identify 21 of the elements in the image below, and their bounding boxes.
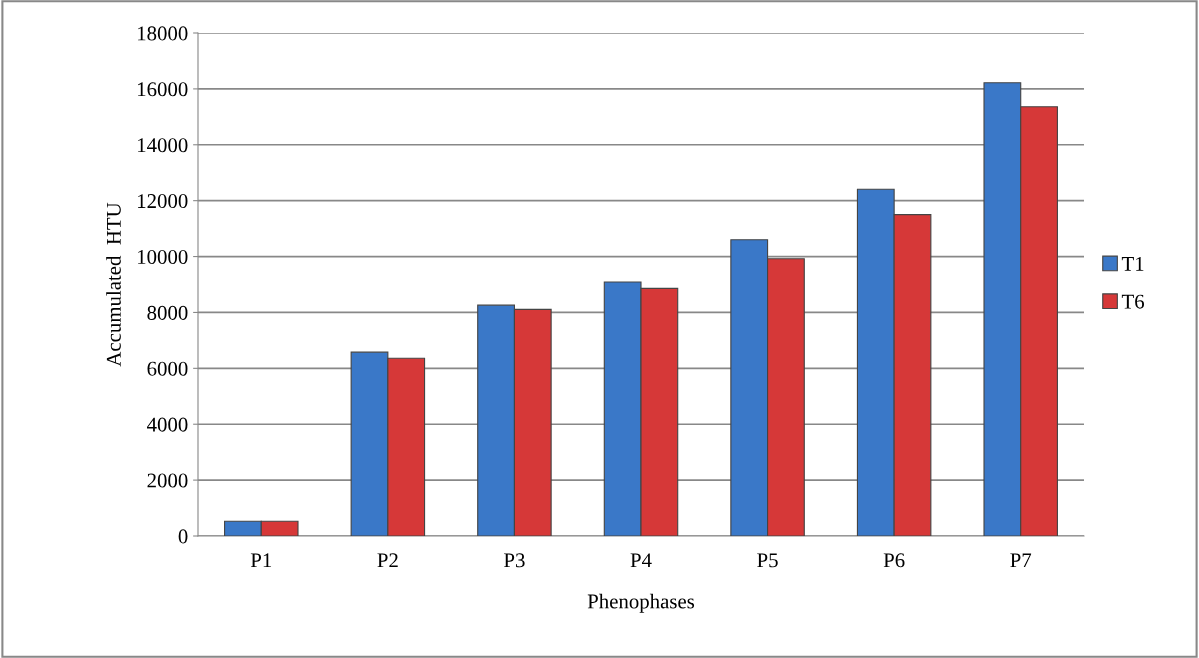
legend-label: T6 [1121,294,1145,309]
y-tick-label: 4000 [147,417,188,432]
x-tick-label: P3 [504,553,525,568]
y-tick-label: 6000 [147,361,188,376]
y-tick-label: 14000 [138,138,188,153]
y-tick-label: 2000 [147,473,188,488]
y-tick-label: 10000 [138,249,188,264]
y-axis-title: Accumulated HTU [106,202,121,367]
x-tick-label: P6 [883,553,905,568]
x-tick-label: P1 [250,553,272,568]
y-tick-label: 8000 [147,305,188,320]
y-tick-label: 12000 [138,194,188,209]
x-axis-title: Phenophases [587,593,695,613]
x-tick-label: P2 [377,553,398,568]
y-tick-label: 16000 [138,82,188,97]
legend-label: T1 [1121,256,1144,271]
x-tick-label: P4 [630,553,652,568]
x-tick-label: P5 [757,553,778,568]
y-tick-label: 0 [178,529,188,544]
x-tick-label: P7 [1010,553,1032,568]
y-tick-label: 18000 [138,26,188,41]
